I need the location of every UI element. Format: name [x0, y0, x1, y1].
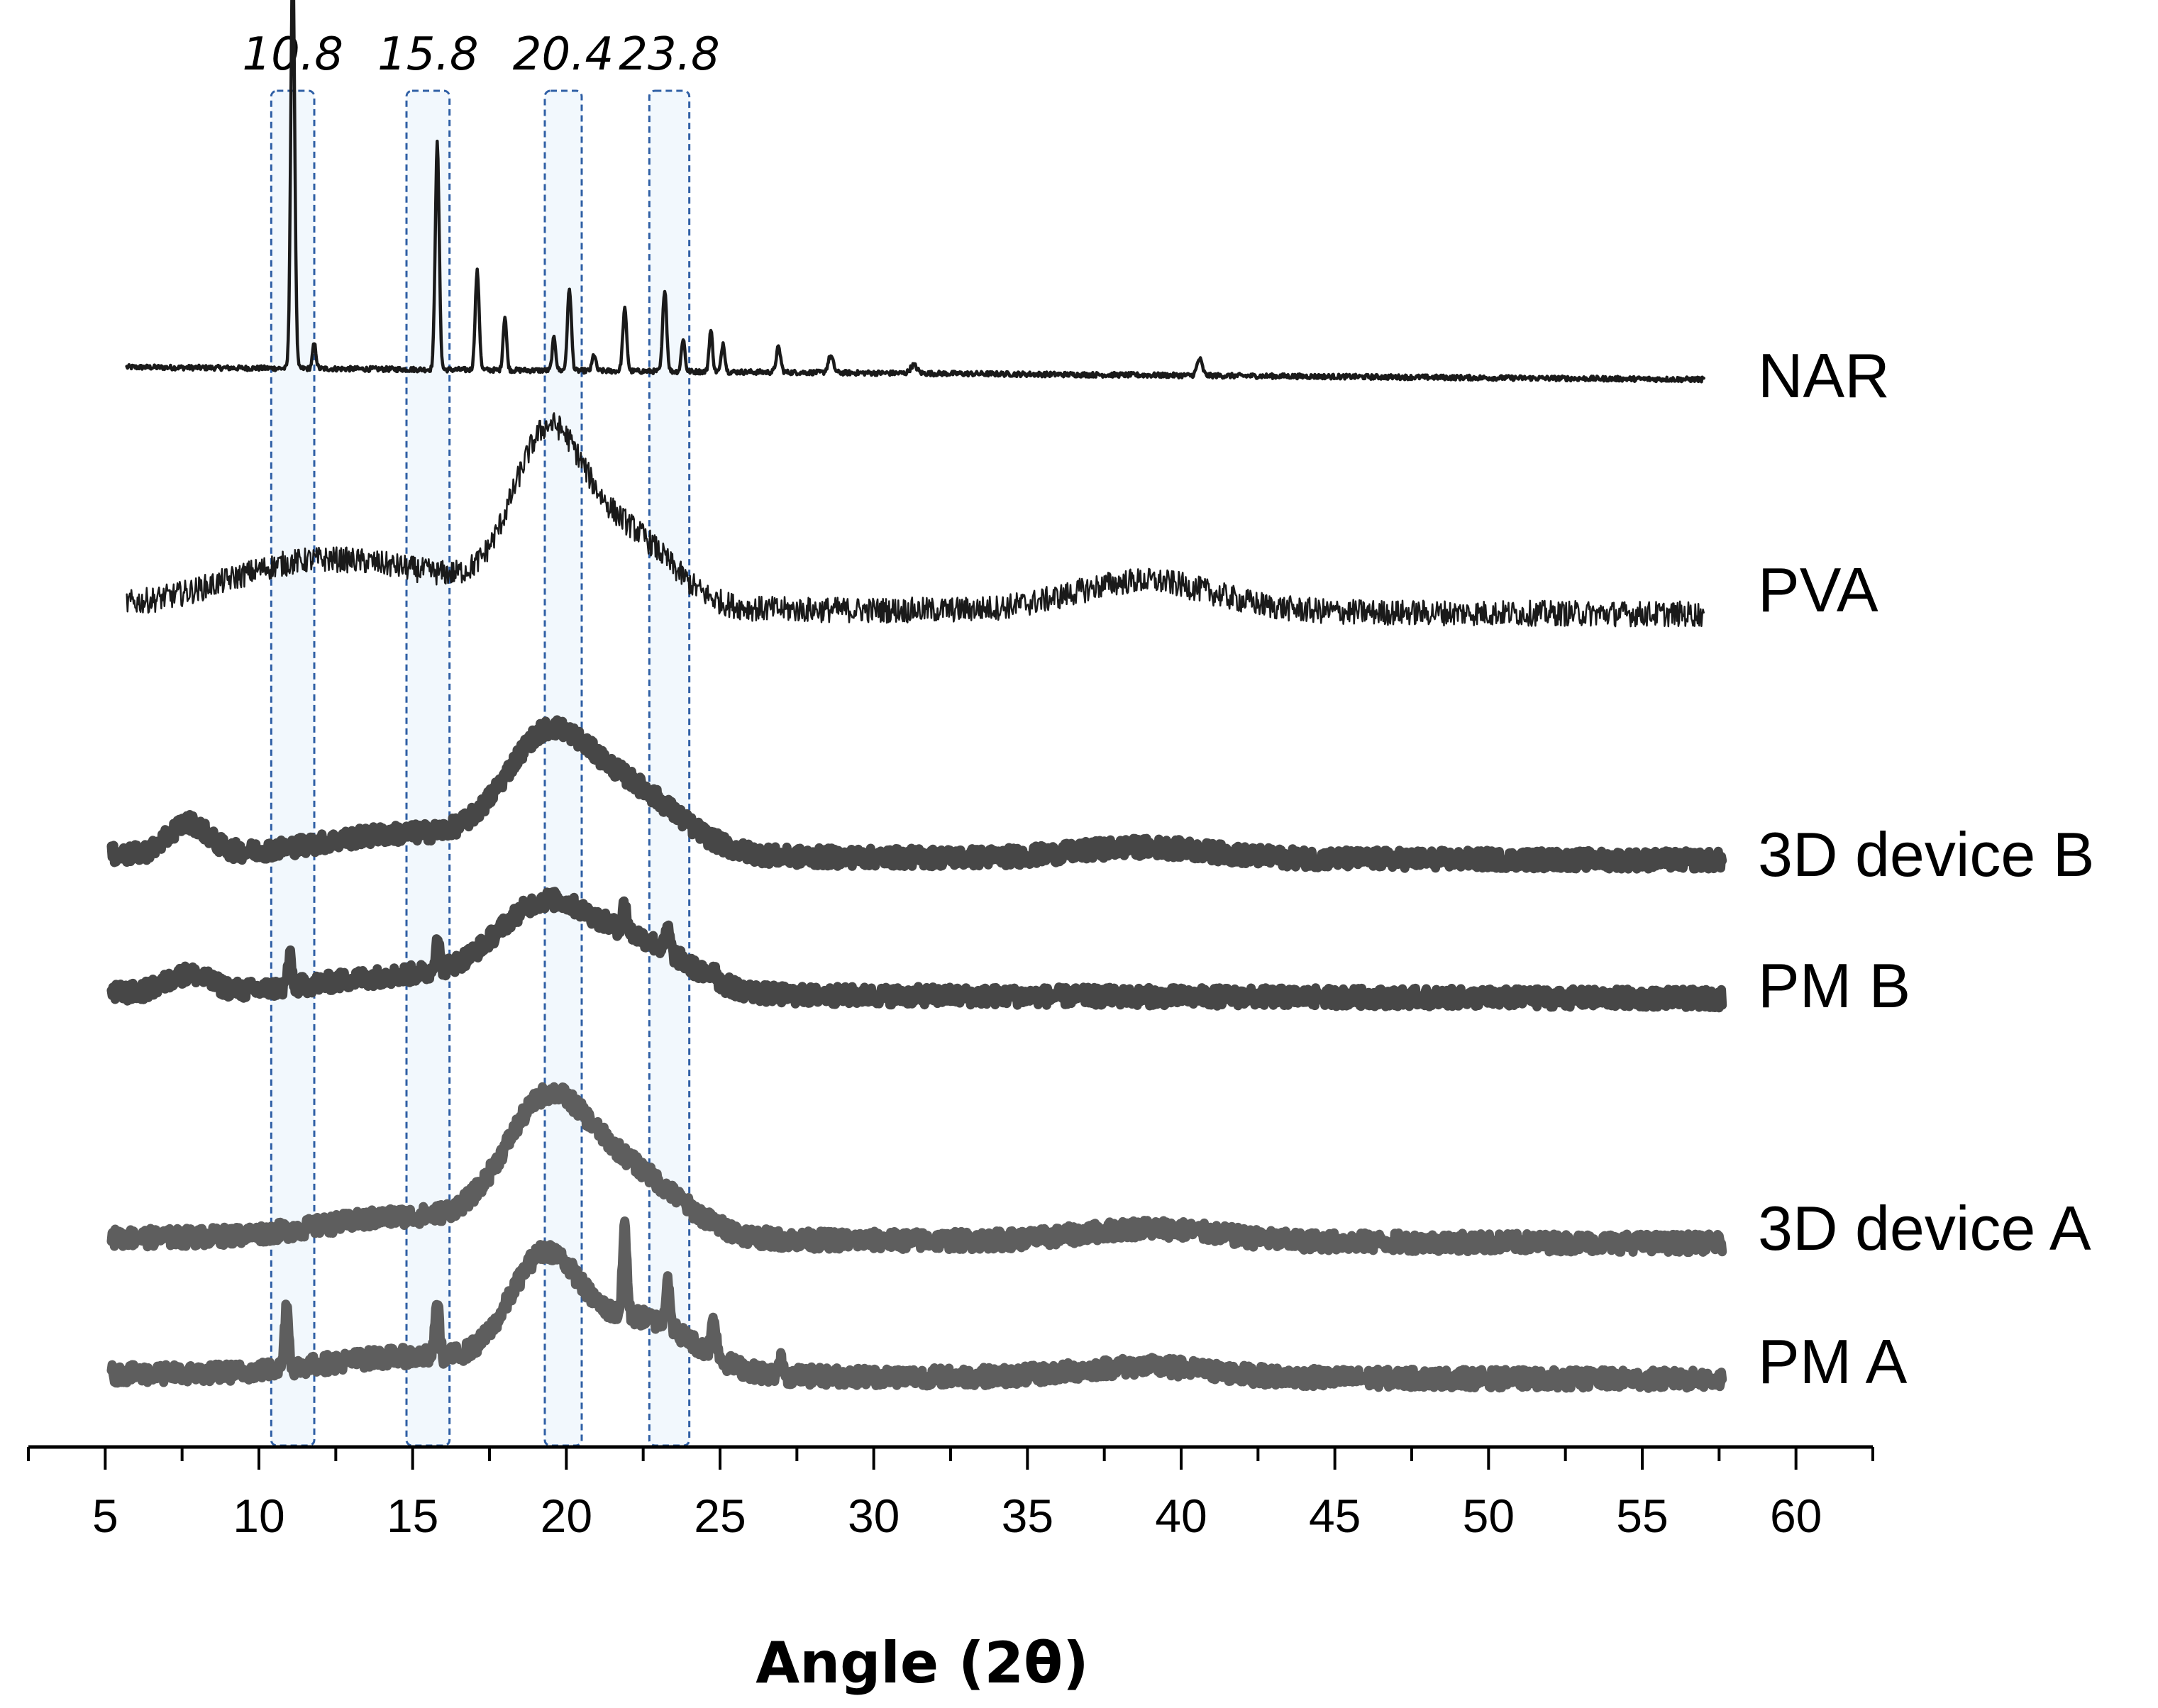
x-tick-label: 55: [1616, 1490, 1668, 1542]
series-label-pm-b: PM B: [1758, 950, 1910, 1021]
peak-band-3: [648, 89, 691, 1447]
peak-label-1: 15.8: [377, 28, 479, 81]
x-tick-label: 20: [541, 1490, 592, 1542]
diffraction-patterns: NAR PVA 3D device B PM B 3D device A PM A: [106, 0, 2094, 1397]
series-line-pm-b: [106, 887, 1727, 1013]
x-tick-label: 60: [1770, 1490, 1822, 1542]
peak-band-1: [405, 89, 451, 1447]
x-tick-label: 25: [694, 1490, 746, 1542]
series-label-3d-device-b: 3D device B: [1758, 819, 2094, 889]
series-line-3d-device-b: [106, 715, 1727, 874]
x-tick-label: 40: [1155, 1490, 1207, 1542]
series-label-nar: NAR: [1758, 340, 1890, 411]
series-line-nar: [125, 0, 1705, 384]
x-tick-label: 35: [1002, 1490, 1053, 1542]
peak-label-3: 23.8: [619, 28, 720, 81]
x-tick-label: 15: [387, 1490, 438, 1542]
x-tick-label: 10: [233, 1490, 284, 1542]
series-label-pva: PVA: [1758, 555, 1878, 625]
series-line-3d-device-a: [106, 1082, 1727, 1258]
peak-label-2: 20.4: [513, 28, 614, 81]
series-label-pm-a: PM A: [1758, 1326, 1908, 1397]
x-tick-label: 5: [92, 1490, 118, 1542]
series-line-pva: [126, 412, 1705, 628]
x-axis: 5 10 15 20 25 30 35 40 45 50 55 60: [27, 1445, 1874, 1542]
series-line-pm-a: [106, 1216, 1727, 1393]
x-tick-label: 50: [1463, 1490, 1515, 1542]
x-tick-label: 45: [1309, 1490, 1361, 1542]
series-label-3d-device-a: 3D device A: [1758, 1193, 2091, 1263]
x-tick-label: 30: [848, 1490, 900, 1542]
peak-highlight-bands: 10.8 15.8 20.4 23.8: [242, 28, 720, 1447]
x-axis-title: Angle (2θ): [756, 1630, 1088, 1696]
